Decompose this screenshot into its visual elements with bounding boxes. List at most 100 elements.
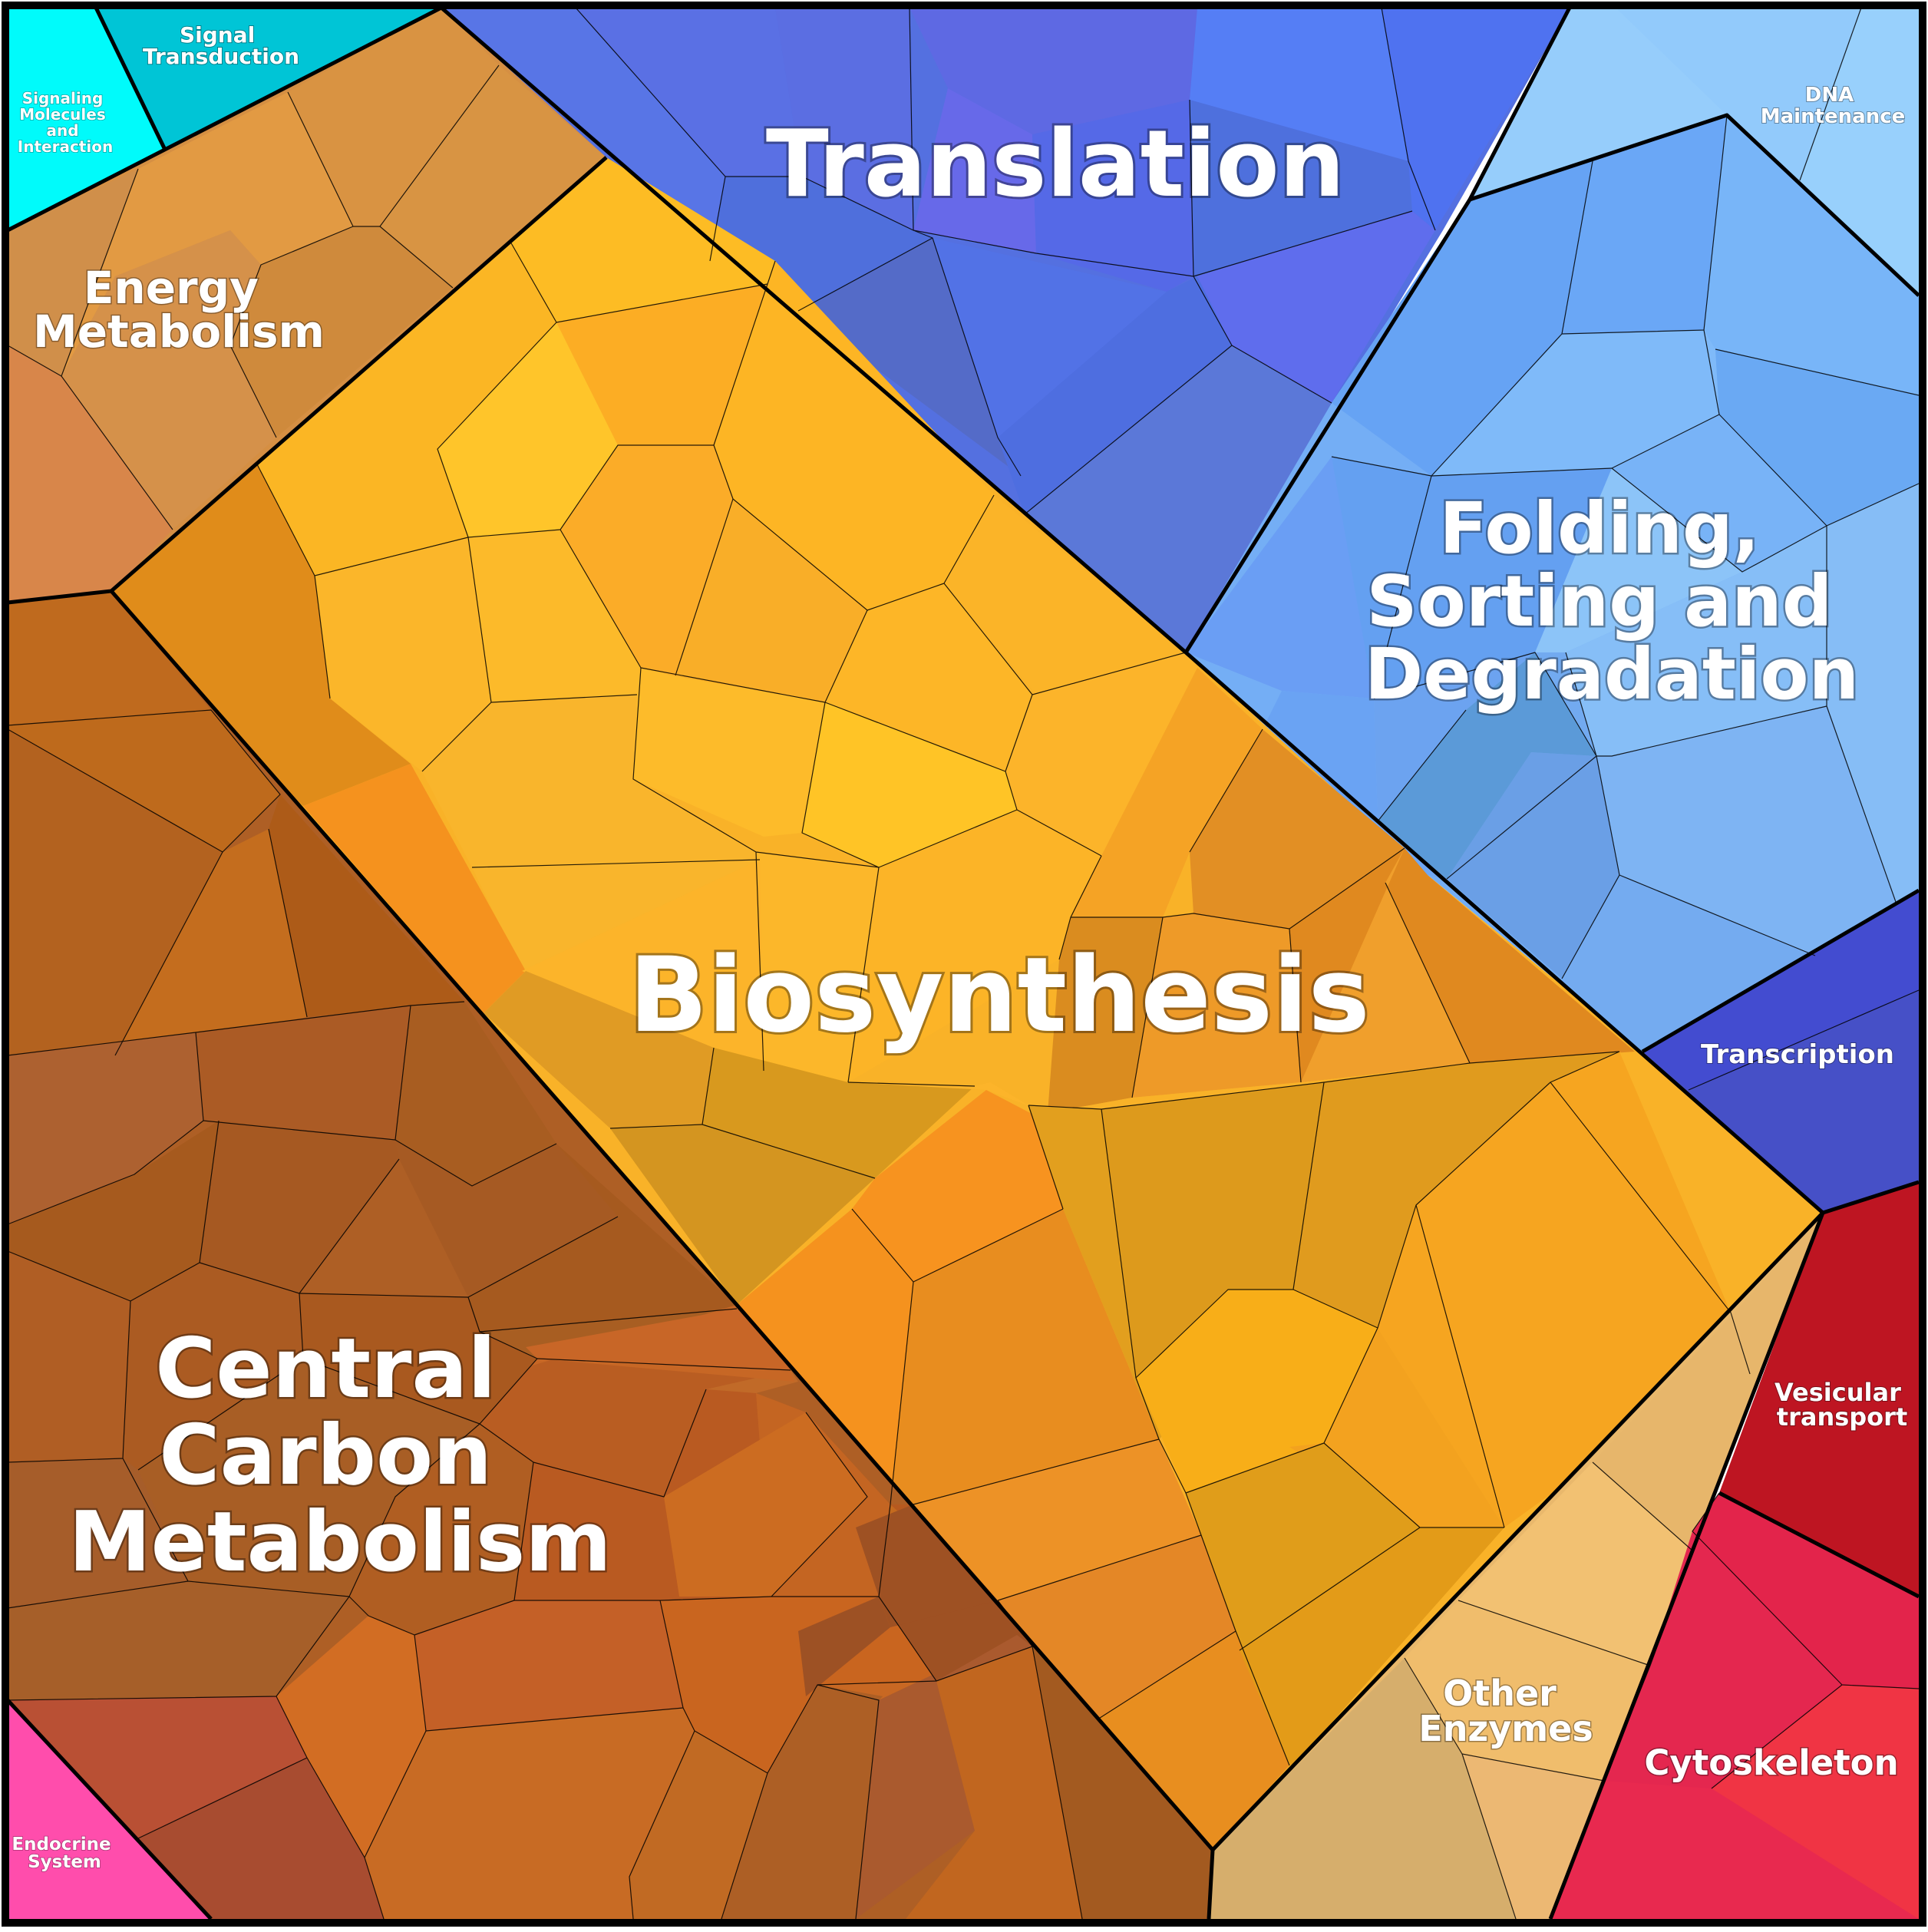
energy-cell [8,169,138,376]
region-transcription [1642,890,1919,1213]
central-carbon-cell [8,591,211,725]
folding-cell [1827,484,1919,902]
biosynthesis-cell [756,852,879,1082]
region-signal-transduction [96,8,441,150]
category-labels: Translation Folding, Sorting and Degrada… [12,21,1909,1873]
central-carbon-cell [123,1263,303,1470]
biosynthesis-cell [1190,729,1405,929]
region-biosynthesis [111,157,1823,1850]
biosynthesis-cell [998,1535,1236,1719]
folding-cell [1378,652,1596,879]
biosynthesis-cell [556,284,768,445]
translation-cell [910,8,1197,134]
central-carbon-cell [8,1581,349,1700]
biosynthesis-cell [422,695,760,971]
biosynthesis-cell [1240,1527,1504,1765]
biosynthesis-cell [714,261,994,610]
biosynthesis-cell [1071,668,1263,917]
central-carbon-cell [395,1140,618,1297]
biosynthesis-cell [484,971,714,1128]
label-dna-maintenance: DNA Maintenance [1761,84,1906,128]
biosynthesis-cell [852,1090,1090,1282]
label-signal-transduction: Signal Transduction [143,22,299,69]
central-carbon-cell [200,1121,399,1293]
central-carbon-cell [138,1359,480,1597]
translation-cell [798,238,1021,476]
label-central-carbon-metabolism: Central Carbon Metabolism [68,1321,612,1590]
biosynthesis-cell [437,322,618,537]
energy-cell [61,230,276,530]
central-carbon-cell [856,1635,1032,1919]
label-translation: Translation [766,111,1345,218]
label-energy-metabolism: Energy Metabolism [33,262,325,358]
central-carbon-cell [115,829,307,1055]
dna-cell [1800,8,1919,296]
folding-cell [1566,526,1827,756]
folding-cell [1332,161,1593,476]
label-transcription: Transcription [1701,1039,1894,1070]
region-translation [441,8,1570,841]
central-carbon-cell [8,1032,203,1224]
central-carbon-cell [798,1597,890,1696]
other-enzymes-cell [1405,1600,1650,1781]
central-carbon-cell [8,729,223,1055]
dna-cell [1616,8,1861,180]
central-carbon-cell [721,1685,879,1919]
folding-cell [1332,457,1612,698]
region-signaling-molecules [8,8,165,230]
biosynthesis-cell [913,1439,1201,1600]
biosynthesis-cell [522,860,764,1071]
energy-cell [8,345,173,603]
cytoskeleton-cell [1692,1493,1919,1689]
translation-cell [1197,211,1435,403]
translation-cell [1382,8,1570,230]
biosynthesis-cell [802,702,1017,867]
other-enzymes-cell [1458,1462,1692,1666]
label-cytoskeleton: Cytoskeleton [1644,1742,1898,1783]
central-carbon-cell [468,1144,737,1332]
central-carbon-cell [414,1600,683,1731]
biosynthesis-cell [825,583,1032,771]
central-carbon-cell [629,1731,768,1919]
central-carbon-cell [395,1002,556,1186]
other-enzymes-cell [1462,1754,1604,1919]
central-carbon-cell [269,794,464,1017]
folding-cell [1562,115,1727,334]
central-carbon-cell [8,1251,130,1462]
biosynthesis-cell [468,530,641,702]
biosynthesis-cell [633,668,825,837]
folding-cell [1562,875,1815,1052]
biosynthesis-cell [1186,1443,1420,1650]
central-carbon-cell [8,710,280,852]
biosynthesis-cell [890,1209,1159,1504]
biosynthesis-cell [848,1082,1048,1113]
biosynthesis-cell [1136,1290,1378,1493]
biosynthesis-cell [990,1082,1324,1113]
biosynthesis-cell [1301,848,1470,1082]
region-other-enzymes [1209,1213,1823,1919]
region-vesicular-transport [1719,1182,1919,1597]
label-endocrine-system: Endocrine System [12,1835,117,1872]
central-carbon-cell [138,1758,384,1919]
biosynthesis-cell [944,495,1186,695]
label-biosynthesis: Biosynthesis [629,935,1370,1055]
translation-cell [913,88,1036,253]
central-carbon-cell [365,1708,695,1919]
label-folding-sorting-degradation: Folding, Sorting and Degradation [1365,487,1859,715]
region-energy-metabolism [8,8,606,603]
biosynthesis-cell [510,157,775,322]
folding-cell [1704,115,1919,395]
cell-edges [7,7,1920,1920]
transcription-cell [1642,890,1919,1090]
biosynthesis-cell [672,499,867,702]
central-carbon-cell [480,1359,798,1497]
translation-cell [1032,100,1193,292]
energy-cell [380,65,606,288]
biosynthesis-cell [315,537,491,771]
biosynthesis-cell [1293,1052,1619,1328]
central-carbon-cell [8,1121,219,1301]
folding-cell [1596,706,1896,956]
region-central-carbon-metabolism [8,591,1213,1919]
